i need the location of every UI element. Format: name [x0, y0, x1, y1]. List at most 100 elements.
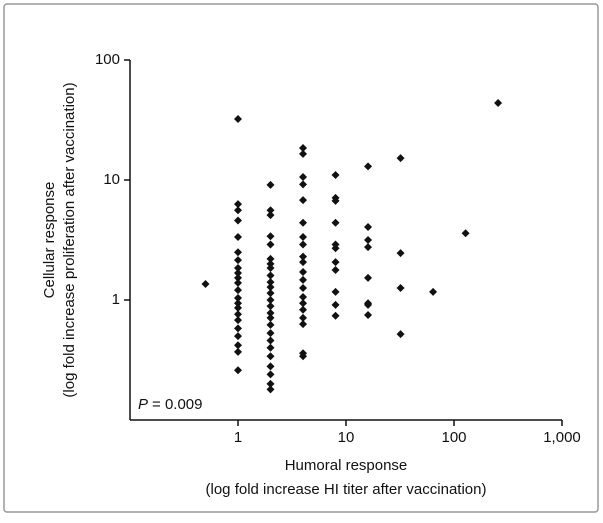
point [266, 343, 275, 352]
point [266, 320, 275, 329]
point [234, 273, 242, 282]
point [201, 279, 210, 288]
y-tick-label: 100 [95, 51, 120, 68]
point [266, 206, 275, 215]
point [234, 115, 242, 124]
point [266, 362, 275, 371]
point [299, 283, 308, 292]
x-tick-label: 1,000 [543, 429, 581, 446]
point [299, 275, 308, 284]
point [266, 308, 275, 317]
point [299, 313, 308, 322]
point [299, 232, 308, 241]
point [331, 287, 340, 296]
point [331, 265, 340, 274]
point [234, 200, 242, 209]
point [331, 196, 340, 205]
point [266, 313, 275, 322]
point [234, 293, 242, 302]
point [266, 329, 275, 338]
p-symbol: P [138, 396, 148, 413]
point [234, 206, 242, 215]
y-axis-label: Cellular response [41, 182, 58, 299]
point [266, 232, 275, 241]
point [331, 258, 340, 267]
annotation: P = 0.009 [138, 396, 202, 413]
point [299, 252, 308, 261]
point [234, 332, 242, 341]
point [266, 263, 275, 272]
point [266, 283, 275, 292]
x-tick-label: 1 [234, 429, 242, 446]
point [364, 222, 373, 231]
point [266, 180, 275, 189]
point [266, 271, 275, 280]
point [299, 172, 308, 181]
point [396, 154, 405, 163]
point [234, 299, 242, 308]
point [266, 289, 275, 298]
point [266, 385, 275, 394]
point [396, 249, 405, 258]
point [234, 256, 242, 265]
point [396, 283, 405, 292]
point [299, 218, 308, 227]
point [299, 143, 308, 152]
point [299, 149, 308, 158]
point [266, 370, 275, 379]
point [234, 310, 242, 319]
point [364, 300, 373, 309]
point [364, 310, 373, 319]
point [331, 311, 340, 320]
point [299, 352, 308, 361]
point [364, 243, 373, 252]
point [461, 229, 470, 238]
point [396, 330, 405, 339]
point [234, 232, 242, 241]
point [234, 316, 242, 325]
point [266, 379, 275, 388]
x-tick-label: 10 [338, 429, 355, 446]
y-axis-label: (log fold increase proliferation after v… [61, 82, 78, 397]
point [266, 296, 275, 304]
point [331, 218, 340, 227]
point [299, 258, 308, 267]
point [494, 99, 503, 108]
point [299, 292, 308, 301]
point [299, 299, 308, 308]
point [299, 196, 308, 205]
point [266, 352, 275, 361]
point [266, 336, 275, 345]
point [299, 320, 308, 329]
point [234, 278, 242, 287]
x-axis-label: Humoral response [285, 457, 408, 474]
point [234, 263, 242, 272]
y-tick-label: 1 [112, 291, 120, 308]
point [331, 300, 340, 309]
point [266, 278, 275, 287]
x-axis-label: (log fold increase HI titer after vaccin… [206, 481, 487, 498]
frame [3, 3, 599, 513]
point [234, 268, 242, 277]
point [234, 216, 242, 225]
point [364, 273, 373, 282]
point [234, 341, 242, 350]
point [299, 180, 308, 189]
point [234, 286, 242, 295]
point [266, 302, 275, 311]
point [364, 236, 373, 245]
point [266, 259, 275, 268]
point [234, 347, 242, 356]
point [299, 240, 308, 249]
x-tick-label: 100 [441, 429, 466, 446]
point [234, 366, 242, 375]
point [266, 240, 275, 249]
point [234, 248, 242, 257]
point [299, 305, 308, 314]
point [266, 211, 275, 220]
point [364, 162, 373, 171]
point [234, 324, 242, 333]
point [234, 303, 242, 312]
point [429, 287, 438, 296]
